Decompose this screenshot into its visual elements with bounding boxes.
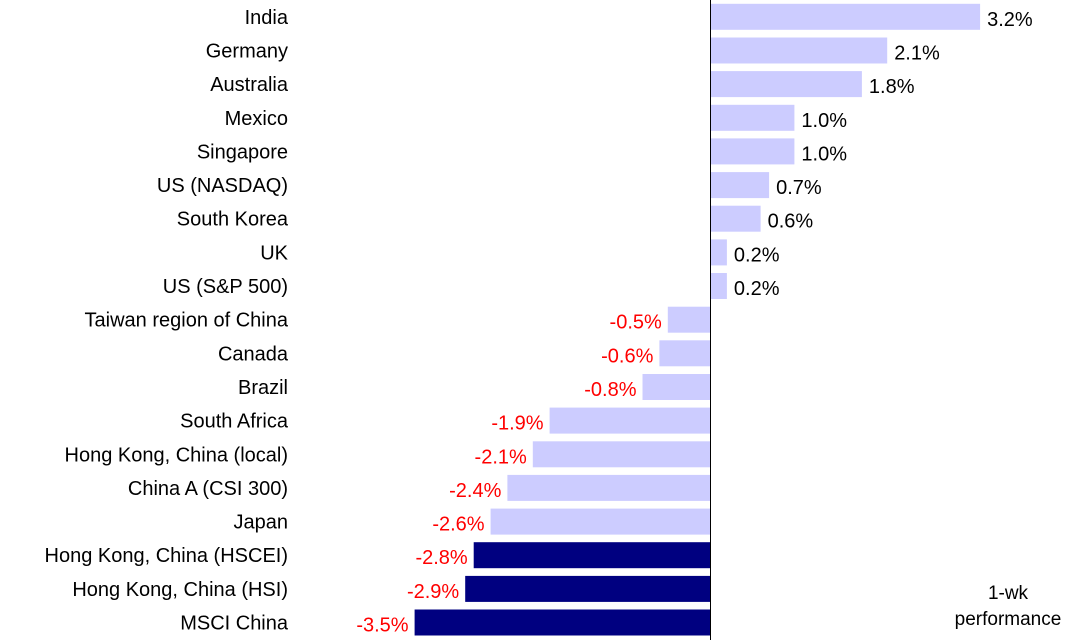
bar bbox=[710, 205, 761, 232]
category-label: Hong Kong, China (local) bbox=[65, 444, 288, 466]
category-label: Taiwan region of China bbox=[85, 310, 289, 332]
category-label: Singapore bbox=[197, 141, 288, 163]
category-label: Japan bbox=[234, 512, 289, 534]
bar bbox=[710, 3, 981, 30]
data-label: 1.0% bbox=[801, 143, 847, 165]
bar bbox=[710, 71, 862, 98]
bar bbox=[490, 508, 710, 535]
bar bbox=[710, 138, 795, 165]
category-label: Canada bbox=[218, 343, 289, 365]
bar bbox=[507, 474, 710, 501]
data-label: -1.9% bbox=[491, 413, 543, 435]
bar bbox=[473, 542, 710, 569]
data-label: 2.1% bbox=[894, 43, 940, 65]
category-label: Australia bbox=[210, 74, 289, 96]
data-label: 1.8% bbox=[869, 76, 915, 98]
category-label: UK bbox=[260, 242, 288, 264]
bar bbox=[465, 575, 710, 602]
category-label: MSCI China bbox=[180, 613, 289, 635]
category-labels: India Germany Australia Mexico Singapore US (… bbox=[45, 7, 289, 635]
data-label: -0.6% bbox=[601, 345, 653, 367]
bar bbox=[710, 104, 795, 131]
category-label: Germany bbox=[206, 41, 288, 63]
performance-annotation: 1-wk performance bbox=[955, 583, 1062, 630]
category-label: Brazil bbox=[238, 377, 288, 399]
category-label: Hong Kong, China (HSI) bbox=[72, 579, 288, 601]
bar bbox=[549, 407, 710, 434]
data-label: 3.2% bbox=[987, 9, 1033, 31]
bar bbox=[667, 306, 710, 333]
data-label: -2.6% bbox=[432, 514, 484, 536]
bar bbox=[642, 374, 710, 400]
performance-annotation-line: performance bbox=[955, 609, 1062, 630]
category-label: India bbox=[245, 7, 289, 29]
data-label: 0.2% bbox=[734, 244, 780, 266]
bars-group bbox=[414, 3, 981, 636]
data-label: 0.6% bbox=[768, 211, 814, 233]
category-label: China A (CSI 300) bbox=[128, 478, 288, 500]
performance-annotation-line: 1-wk bbox=[988, 583, 1029, 604]
value-labels: 3.2% 2.1% 1.8% 1.0% 1.0% 0.7% 0.6% 0.2% 0.2% -0.5… bbox=[356, 9, 1033, 637]
category-label: Hong Kong, China (HSCEI) bbox=[45, 545, 288, 567]
category-label: US (NASDAQ) bbox=[157, 175, 288, 197]
category-label: South Korea bbox=[177, 209, 289, 231]
data-label: -0.8% bbox=[584, 379, 636, 401]
bar bbox=[710, 273, 727, 299]
category-label: Mexico bbox=[225, 108, 288, 130]
data-label: -2.8% bbox=[415, 547, 467, 569]
bar bbox=[710, 172, 770, 199]
bar bbox=[659, 340, 710, 367]
bar bbox=[710, 239, 727, 266]
data-label: 1.0% bbox=[801, 110, 847, 132]
data-label: -2.4% bbox=[449, 480, 501, 502]
data-label: 0.2% bbox=[734, 278, 780, 300]
data-label: -3.5% bbox=[356, 615, 408, 637]
data-label: -2.9% bbox=[407, 581, 459, 603]
data-label: 0.7% bbox=[776, 177, 822, 199]
bar bbox=[414, 609, 710, 636]
data-label: -2.1% bbox=[475, 446, 527, 468]
data-label: -0.5% bbox=[610, 312, 662, 334]
bar bbox=[532, 441, 710, 468]
bar bbox=[710, 37, 888, 64]
category-label: US (S&P 500) bbox=[163, 276, 288, 298]
category-label: South Africa bbox=[180, 411, 289, 433]
